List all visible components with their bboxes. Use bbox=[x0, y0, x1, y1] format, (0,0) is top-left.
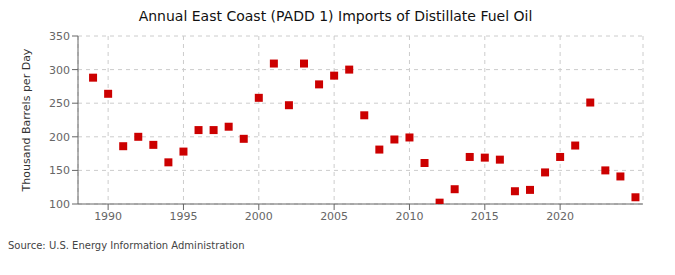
svg-text:150: 150 bbox=[49, 164, 70, 177]
svg-text:100: 100 bbox=[49, 198, 70, 211]
svg-text:2005: 2005 bbox=[320, 210, 348, 223]
svg-text:Thousand Barrels per Day: Thousand Barrels per Day bbox=[20, 48, 33, 192]
svg-text:300: 300 bbox=[49, 64, 70, 77]
svg-text:2010: 2010 bbox=[395, 210, 423, 223]
svg-text:2000: 2000 bbox=[245, 210, 273, 223]
svg-text:2020: 2020 bbox=[546, 210, 574, 223]
svg-text:350: 350 bbox=[49, 30, 70, 43]
html-text:Annual East Coast (PADD 1) Imp: Annual East Coast (PADD 1) Imports of Di… bbox=[138, 8, 533, 24]
svg-text:2015: 2015 bbox=[471, 210, 499, 223]
svg-text:1995: 1995 bbox=[169, 210, 197, 223]
svg-text:200: 200 bbox=[49, 131, 70, 144]
html-text:Source: U.S. Energy Informatio: Source: U.S. Energy Information Administ… bbox=[8, 240, 245, 251]
svg-text:1990: 1990 bbox=[94, 210, 122, 223]
svg-text:250: 250 bbox=[49, 97, 70, 110]
